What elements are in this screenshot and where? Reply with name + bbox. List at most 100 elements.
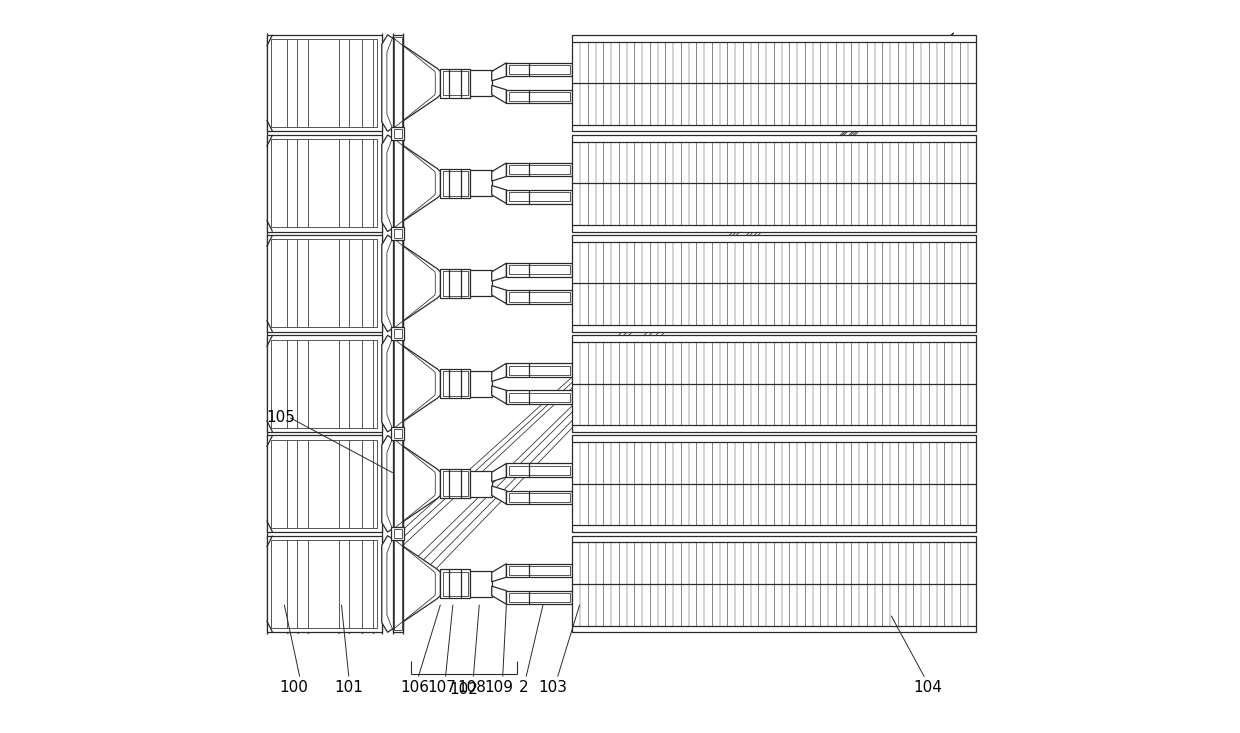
Polygon shape — [382, 135, 440, 232]
Text: 2: 2 — [518, 680, 528, 695]
Bar — [392, 226, 404, 240]
Bar — [508, 465, 570, 475]
Bar — [506, 463, 573, 477]
Bar — [508, 265, 570, 274]
Bar — [440, 469, 470, 498]
Bar — [470, 70, 492, 96]
Bar — [392, 127, 404, 140]
Bar — [393, 135, 403, 232]
Bar — [272, 440, 377, 528]
Bar — [272, 540, 377, 628]
Text: 102: 102 — [450, 682, 479, 697]
Bar — [508, 393, 570, 402]
Bar — [506, 90, 573, 103]
Bar — [508, 192, 570, 202]
Bar — [506, 290, 573, 303]
Bar — [440, 570, 470, 598]
Bar — [267, 34, 382, 131]
Bar — [394, 37, 402, 129]
Text: 105: 105 — [267, 410, 295, 425]
Text: 108: 108 — [458, 680, 486, 695]
Bar — [267, 335, 382, 432]
Bar — [506, 63, 573, 76]
Polygon shape — [492, 263, 506, 281]
Bar — [443, 271, 467, 295]
Bar — [470, 471, 492, 497]
Bar — [573, 536, 976, 633]
Bar — [506, 564, 573, 577]
Bar — [393, 34, 403, 131]
Bar — [394, 137, 402, 229]
Polygon shape — [492, 463, 506, 482]
Polygon shape — [382, 536, 440, 633]
Bar — [267, 536, 382, 633]
Polygon shape — [492, 286, 506, 303]
Bar — [506, 263, 573, 276]
Polygon shape — [492, 386, 506, 404]
Bar — [506, 364, 573, 377]
Bar — [393, 529, 402, 538]
Bar — [443, 471, 467, 496]
Bar — [267, 235, 382, 332]
Text: 101: 101 — [335, 680, 363, 695]
Bar — [573, 335, 976, 432]
Bar — [508, 593, 570, 602]
Bar — [440, 69, 470, 97]
Bar — [573, 435, 976, 532]
Bar — [506, 391, 573, 404]
Text: 103: 103 — [538, 680, 567, 695]
Text: 107: 107 — [428, 680, 456, 695]
Text: 104: 104 — [914, 680, 942, 695]
Polygon shape — [492, 85, 506, 103]
Bar — [440, 169, 470, 198]
Bar — [393, 536, 403, 633]
Bar — [508, 65, 570, 74]
Bar — [508, 292, 570, 301]
Bar — [508, 566, 570, 575]
Bar — [394, 237, 402, 330]
Bar — [443, 372, 467, 396]
Bar — [508, 366, 570, 375]
Bar — [394, 337, 402, 430]
Bar — [394, 438, 402, 530]
Bar — [272, 339, 377, 427]
Polygon shape — [492, 163, 506, 181]
Bar — [267, 435, 382, 532]
Bar — [506, 163, 573, 177]
Polygon shape — [382, 435, 440, 532]
Bar — [508, 92, 570, 101]
Polygon shape — [492, 185, 506, 204]
Bar — [506, 490, 573, 504]
Text: 106: 106 — [401, 680, 429, 695]
Bar — [272, 240, 377, 328]
Bar — [470, 270, 492, 296]
Bar — [506, 190, 573, 204]
Polygon shape — [382, 34, 440, 131]
Bar — [470, 170, 492, 196]
Bar — [506, 591, 573, 604]
Bar — [393, 435, 403, 532]
Polygon shape — [382, 335, 440, 432]
Bar — [393, 229, 402, 237]
Bar — [393, 235, 403, 332]
Bar — [443, 171, 467, 196]
Bar — [440, 269, 470, 298]
Bar — [393, 335, 403, 432]
Bar — [272, 39, 377, 127]
Bar — [508, 165, 570, 174]
Text: 100: 100 — [279, 680, 309, 695]
Polygon shape — [382, 235, 440, 332]
Bar — [440, 369, 470, 398]
Bar — [470, 571, 492, 597]
Bar — [508, 493, 570, 502]
Bar — [392, 427, 404, 441]
Bar — [393, 329, 402, 338]
Polygon shape — [492, 63, 506, 81]
Polygon shape — [492, 564, 506, 582]
Bar — [272, 139, 377, 227]
Bar — [267, 135, 382, 232]
Text: 109: 109 — [485, 680, 513, 695]
Bar — [470, 371, 492, 397]
Bar — [392, 527, 404, 540]
Bar — [392, 327, 404, 340]
